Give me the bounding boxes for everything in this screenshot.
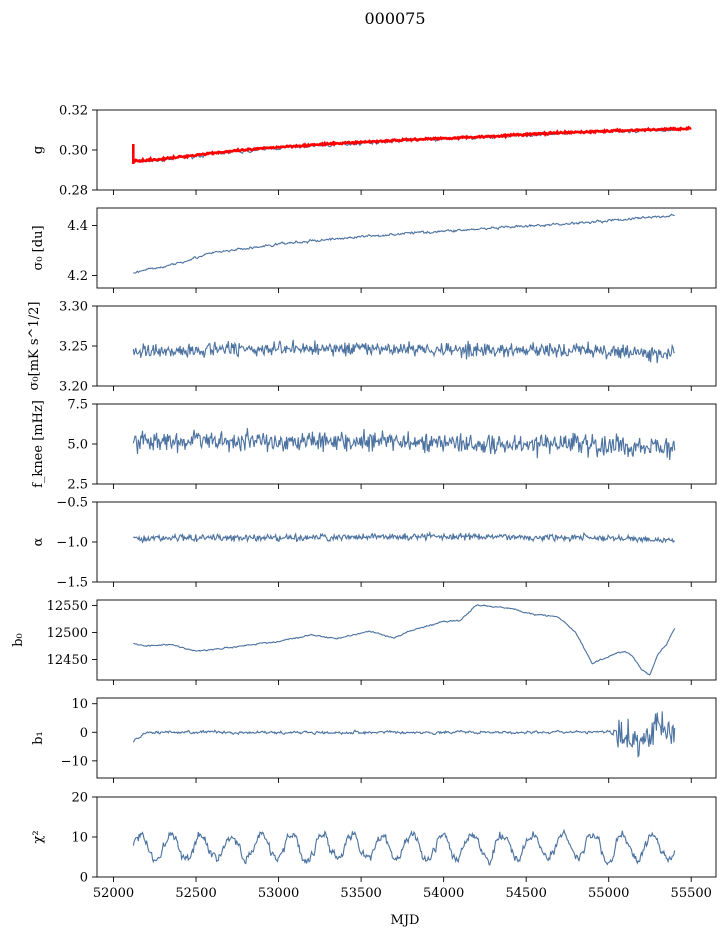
- y-tick-label: 0.32: [59, 104, 88, 119]
- y-axis-label: α: [31, 537, 46, 546]
- y-tick-label: 0: [80, 871, 88, 886]
- series-line-fknee: [132, 428, 676, 461]
- y-axis-label: σ₀[mK s^1/2]: [27, 302, 42, 391]
- x-tick-label: 55000: [588, 886, 629, 901]
- y-tick-label: 7.5: [67, 398, 88, 413]
- y-tick-label: 20: [71, 791, 88, 806]
- x-tick-label: 52500: [175, 886, 216, 901]
- x-tick-label: 54000: [423, 886, 464, 901]
- y-tick-label: 12550: [47, 599, 88, 614]
- y-tick-label: −10: [61, 754, 88, 769]
- y-tick-label: −1.0: [56, 536, 88, 551]
- series-line-chi2: [132, 828, 676, 866]
- panel-frame: [96, 501, 717, 583]
- x-tick-label: 55500: [671, 886, 712, 901]
- series-line-gain-fit: [132, 125, 692, 164]
- panel-frame: [96, 599, 717, 681]
- figure-title: 000075: [364, 9, 425, 28]
- series-line-alpha: [132, 530, 676, 544]
- x-tick-label: 53000: [258, 886, 299, 901]
- panel-b0: 12450 12500 12550 b₀: [11, 599, 717, 685]
- y-tick-label: 3.30: [59, 300, 88, 315]
- y-axis-label: f_knee [mHz]: [31, 400, 46, 488]
- x-axis-label: MJD: [391, 913, 420, 928]
- panel-fknee: 2.5 5.0 7.5 f_knee [mHz]: [31, 398, 717, 493]
- y-tick-label: 12500: [47, 626, 88, 641]
- y-tick-label: −0.5: [56, 496, 88, 511]
- series-line-sigma0_du: [133, 213, 675, 274]
- y-tick-label: 5.0: [67, 438, 88, 453]
- series-line-sigma0_mK: [132, 339, 675, 364]
- y-tick-label: 0.28: [59, 184, 88, 199]
- y-axis-label: b₁: [31, 731, 46, 745]
- panel-sigma0_du: 4.2 4.4 σ₀ [du]: [31, 207, 717, 293]
- y-tick-label: 0.30: [59, 144, 88, 159]
- panel-sigma0_mK: 3.20 3.25 3.30 σ₀[mK s^1/2]: [27, 300, 717, 395]
- panel-frame: [96, 796, 717, 878]
- y-tick-label: 3.25: [59, 340, 88, 355]
- y-tick-label: −1.5: [56, 576, 88, 591]
- panel-frame: [96, 109, 717, 191]
- y-tick-label: 4.4: [67, 219, 88, 234]
- panel-frame: [96, 207, 717, 289]
- panel-gain: 0.28 0.30 0.32 g: [31, 104, 717, 199]
- panel-b1: −10 0 10 b₁: [31, 697, 717, 783]
- y-tick-label: 4.2: [67, 269, 88, 284]
- series-line-b0: [133, 604, 676, 676]
- y-axis-label: g: [31, 146, 46, 154]
- y-tick-label: 10: [71, 831, 88, 846]
- y-tick-label: 3.20: [59, 380, 88, 395]
- panels: 0.28 0.30 0.32 g 4.2 4.4 σ₀ [du] 3.20 3.25 3.30 σ₀…: [11, 104, 717, 901]
- y-tick-label: 12450: [47, 653, 88, 668]
- x-tick-label: 53500: [340, 886, 381, 901]
- y-axis-label: σ₀ [du]: [31, 225, 46, 270]
- y-tick-label: 0: [80, 726, 88, 741]
- series-line-b1: [132, 711, 676, 758]
- panel-alpha: −1.5 −1.0 −0.5 α: [31, 496, 717, 591]
- panel-frame: [96, 697, 717, 779]
- x-tick-label: 52000: [93, 886, 134, 901]
- y-tick-label: 2.5: [67, 478, 88, 493]
- series-line-gain: [133, 127, 676, 163]
- y-axis-label: b₀: [11, 633, 26, 647]
- x-tick-label: 54500: [505, 886, 546, 901]
- y-tick-label: 10: [71, 697, 88, 712]
- y-axis-label: χ²: [31, 830, 46, 843]
- panel-chi2: 0 10 20 52000 52500 53000 53500 54000 54500 55000…: [31, 791, 717, 901]
